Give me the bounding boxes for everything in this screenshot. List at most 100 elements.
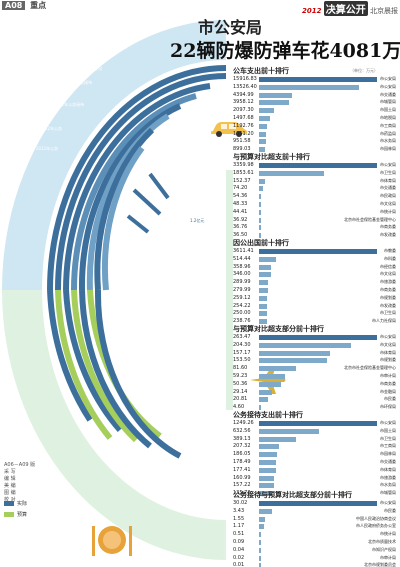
rank-label: 市科委 (384, 255, 396, 261)
rank-row: 1192.76 市工商局 (233, 122, 396, 129)
rank-label: 市工商局 (380, 122, 396, 128)
rank-row: 0.01 北京市规划委员会 (233, 562, 396, 567)
arc-label-0: 2012年市公安局行政支出4.44亿元，比预算增加 (40, 43, 127, 49)
rank-bar (259, 532, 262, 538)
page-number: A08 (2, 1, 26, 10)
rank-value: 0.51 (233, 531, 245, 538)
rank-label: 中国人民政治协商会议 (356, 515, 396, 521)
rank-row: 153.50 市规划委 (233, 357, 396, 364)
credit-line: 校 对 (4, 497, 16, 503)
arc-label-6: 1.2亿元 (190, 217, 204, 223)
rank-label: 市人民政府侨务办公室 (356, 523, 396, 529)
rank-value: 1192.76 (233, 122, 254, 129)
rank-bar (259, 436, 296, 442)
radial-bar-3 (148, 172, 170, 200)
rank-value: 514.44 (233, 255, 251, 262)
rank-label: 市商务委 (380, 287, 396, 292)
rank-row: 0.51 市统计局 (233, 531, 396, 538)
rank-value: 2097.30 (233, 107, 254, 114)
rank-row: 951.58 市水务局 (233, 138, 396, 145)
rank-value: 389.13 (233, 435, 251, 442)
rank-value: 59.23 (233, 373, 248, 379)
rank-bar (259, 264, 271, 270)
rank-value: 207.32 (233, 443, 251, 450)
rank-bar (259, 374, 285, 379)
rank-bar (259, 131, 267, 137)
rank-bar (259, 256, 276, 262)
rank-row: 389.13 市卫生局 (233, 435, 396, 442)
rank-value: 263.47 (233, 334, 251, 340)
arc-actual-7 (94, 127, 155, 291)
rank-bar (259, 381, 282, 387)
rank-row: 1051.20 市药监局 (233, 130, 396, 137)
rank-label: 市公安局 (380, 162, 396, 167)
rank-value: 36.50 (233, 232, 248, 239)
rank-bar (259, 295, 268, 301)
rank-bar (259, 366, 296, 372)
rank-label: 市药监局 (380, 130, 396, 136)
rank-value: 81.60 (233, 365, 248, 372)
rank-value: 358.96 (233, 263, 251, 270)
rank-row: 2097.30 市国土局 (233, 107, 396, 114)
arc-actual-4 (71, 93, 197, 291)
rank-bar (259, 225, 261, 231)
rank-label: 市公安局 (380, 334, 396, 339)
rank-row: 3958.12 市城管局 (233, 99, 396, 106)
outer-ring-green (2, 290, 226, 560)
rank-label: 市统计局 (380, 208, 396, 214)
rank-row: 177.41 市体育局 (233, 467, 396, 473)
rank-label: 市审计局 (380, 373, 396, 378)
credit-line: 采 写 (4, 469, 16, 475)
rank-row: 263.47 市公安局 (233, 334, 396, 340)
rank-row: 20.81 市民委 (233, 396, 396, 403)
outer-ring-blue (2, 20, 226, 290)
rank-bar (259, 170, 324, 176)
rank-bar (259, 460, 276, 465)
rank-label: 市民委 (384, 396, 396, 402)
rank-label: 市公安局 (380, 83, 396, 89)
arc-bottom-2 (55, 289, 113, 440)
rank-row: 15916.83 市公安局 (233, 76, 396, 82)
credit-line: 图 编 (4, 490, 16, 496)
rank-bar (259, 202, 262, 207)
legend-item-actual: 实际 (4, 500, 27, 507)
rank-value: 15916.83 (233, 76, 257, 82)
rank-label: 市水务局 (380, 138, 396, 144)
rank-label: 市公安局 (380, 500, 396, 505)
section-title: 因公出国前十排行 (233, 239, 289, 247)
rank-bar (259, 139, 267, 145)
rank-row: 346.00 市文化局 (233, 271, 396, 278)
rank-value: 1853.61 (233, 169, 254, 176)
rank-bar (259, 444, 280, 450)
rank-bar (259, 77, 377, 82)
rank-row: 36.50 市发改委 (233, 232, 396, 239)
rank-bar (259, 92, 293, 98)
rank-label: 市旅游委 (380, 279, 396, 285)
rank-row: 178.49 市交通委 (233, 459, 396, 465)
rank-row: 157.22 市水务局 (233, 482, 396, 489)
rank-value: 4.60 (233, 404, 245, 411)
rank-bar (259, 501, 377, 506)
rank-bar (259, 84, 360, 90)
rank-row: 54.36 市民政局 (233, 193, 396, 200)
rank-label: 市园林局 (380, 146, 396, 152)
arc-bottom-4 (71, 289, 139, 443)
rank-label: 市发改委 (380, 232, 396, 238)
section-title: 公车支出前十排行 (233, 67, 289, 75)
rank-row: 29.14 市金融局 (233, 389, 396, 395)
rank-value: 259.12 (233, 294, 251, 301)
rank-value: 1.55 (233, 515, 245, 522)
airplane-icon (250, 366, 286, 394)
rank-bar (259, 217, 261, 223)
rank-label: 市民政局 (380, 193, 396, 199)
section-name: 重点 (30, 1, 47, 10)
rank-label: 市知识产权局 (372, 546, 396, 552)
section-unit: （单位：万元） (350, 68, 378, 73)
rank-bar (259, 272, 271, 278)
rank-value: 254.22 (233, 302, 251, 309)
rank-label: 市地税局 (380, 115, 396, 120)
rank-bar (259, 319, 268, 325)
credit-line: 编 辑 (4, 476, 16, 482)
rank-bar (259, 405, 262, 411)
